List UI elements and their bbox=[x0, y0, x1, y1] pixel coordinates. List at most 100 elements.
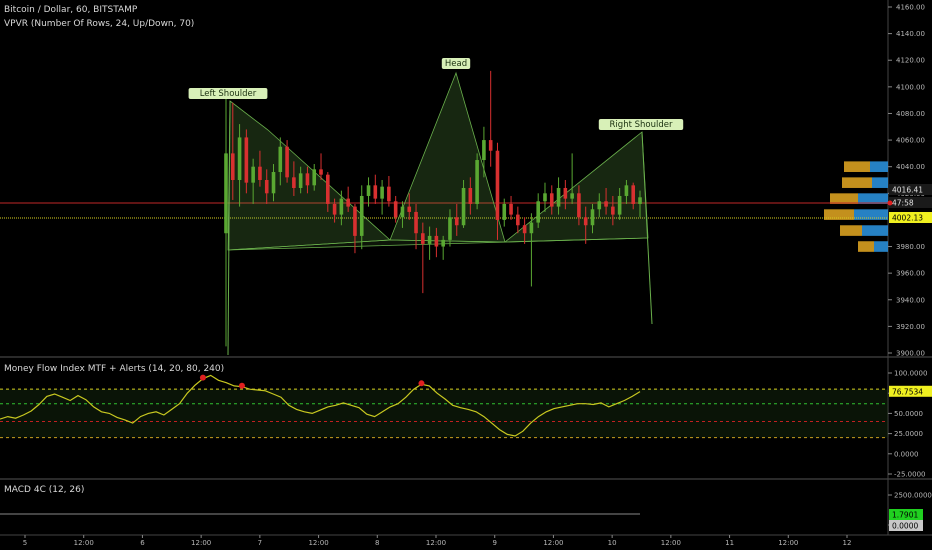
time-tick-label: 12:00 bbox=[74, 539, 94, 547]
time-tick-label: 8 bbox=[375, 539, 379, 547]
candle-body bbox=[380, 186, 384, 199]
candle-body bbox=[319, 169, 323, 175]
candle-body bbox=[522, 225, 527, 234]
mfi-title: Money Flow Index MTF + Alerts (14, 20, 8… bbox=[4, 364, 225, 374]
candle-body bbox=[488, 140, 493, 151]
candle-body bbox=[468, 187, 473, 204]
candle-body bbox=[638, 197, 642, 204]
price-tick-label: 3940.00 bbox=[896, 296, 925, 304]
volume-profile-down-bar bbox=[844, 161, 870, 172]
symbol-title: Bitcoin / Dollar, 60, BITSTAMP bbox=[4, 5, 138, 15]
price-badge-lower: 4002.13 bbox=[889, 212, 932, 223]
candle-body bbox=[597, 201, 602, 210]
mfi-current-badge: 76.7534 bbox=[889, 385, 932, 397]
candle-body bbox=[312, 169, 317, 186]
candle-body bbox=[556, 187, 561, 207]
candle-body bbox=[251, 166, 255, 183]
volume-profile-down-bar bbox=[842, 177, 872, 188]
price-badge-upper-bg bbox=[889, 184, 932, 195]
mfi-tick-label: 100.0000 bbox=[894, 370, 927, 378]
mfi-tick-label: -25.0000 bbox=[894, 471, 925, 479]
price-tick-label: 4140.00 bbox=[896, 30, 925, 38]
time-tick-label: 10 bbox=[608, 539, 617, 547]
volume-profile-down-bar bbox=[858, 241, 874, 252]
candle-body bbox=[454, 217, 459, 226]
time-tick-label: 12:00 bbox=[661, 539, 681, 547]
candle-body bbox=[258, 166, 262, 180]
price-tick-label: 3920.00 bbox=[896, 323, 925, 331]
candle-body bbox=[441, 239, 445, 247]
volume-profile-up-bar bbox=[862, 225, 888, 236]
volume-profile-down-bar bbox=[824, 209, 854, 220]
time-tick-label: 9 bbox=[492, 539, 496, 547]
volume-profile-up-bar bbox=[872, 177, 888, 188]
candle-body bbox=[421, 233, 425, 244]
candle-body bbox=[570, 193, 574, 199]
candle-body bbox=[617, 195, 622, 215]
candle-body bbox=[353, 206, 357, 236]
price-tick-label: 4040.00 bbox=[896, 163, 925, 171]
candle-body bbox=[448, 217, 452, 240]
mfi-tick-label: 25.0000 bbox=[894, 430, 923, 438]
time-tick-label: 12:00 bbox=[426, 539, 446, 547]
left-shoulder-label-text: Left Shoulder bbox=[200, 89, 257, 99]
time-tick-label: 12:00 bbox=[191, 539, 211, 547]
price-tick-label: 3960.00 bbox=[896, 270, 925, 278]
candle-body bbox=[502, 203, 507, 220]
volume-profile-up-bar bbox=[870, 161, 888, 172]
right-shoulder-label: Right Shoulder bbox=[598, 119, 684, 130]
volume-profile bbox=[824, 161, 888, 252]
volume-profile-up-bar bbox=[854, 209, 888, 220]
candle-body bbox=[604, 201, 608, 207]
candle-body bbox=[373, 185, 378, 199]
mfi-tick-label: 50.0000 bbox=[894, 410, 923, 418]
candle-body bbox=[495, 150, 500, 220]
candle-body bbox=[427, 235, 432, 244]
candle-body bbox=[393, 201, 398, 218]
candle-body bbox=[339, 198, 344, 215]
candle-body bbox=[461, 187, 466, 226]
candle-body bbox=[475, 160, 479, 204]
right-shoulder-label-text: Right Shoulder bbox=[610, 120, 673, 130]
candle-body bbox=[624, 185, 629, 196]
time-tick-label: 11 bbox=[725, 539, 734, 547]
candle-body bbox=[332, 203, 337, 215]
candle-body bbox=[359, 195, 364, 236]
candle-body bbox=[285, 146, 289, 178]
mfi-alert-marker bbox=[238, 382, 245, 389]
price-tick-label: 4160.00 bbox=[896, 4, 925, 12]
price-badge-lower-bg bbox=[889, 212, 932, 223]
head-label: Head bbox=[441, 58, 471, 69]
candle-body bbox=[549, 193, 554, 207]
mfi-current-badge-bg bbox=[889, 385, 932, 397]
candle-body bbox=[563, 187, 568, 199]
price-badge-upper: 4016.41 bbox=[889, 184, 932, 195]
candle-body bbox=[271, 172, 276, 194]
candle-body bbox=[400, 206, 405, 218]
time-tick-label: 6 bbox=[140, 539, 145, 547]
price-badge-lower-text: 4002.13 bbox=[892, 214, 923, 223]
candle-body bbox=[583, 217, 588, 226]
head-area bbox=[389, 71, 506, 243]
candle-body bbox=[631, 185, 636, 204]
price-tick-label: 4080.00 bbox=[896, 110, 925, 118]
left-shoulder-label-bg bbox=[188, 88, 268, 99]
candle-body bbox=[516, 214, 520, 226]
left-shoulder-leg bbox=[227, 100, 231, 356]
candle-body bbox=[346, 198, 350, 207]
candle-body bbox=[529, 222, 534, 234]
candle-body bbox=[292, 177, 296, 188]
candle-body bbox=[414, 211, 418, 234]
countdown-marker bbox=[887, 200, 893, 206]
macd-badge-up: 1.7901 bbox=[889, 509, 923, 520]
time-tick-label: 12 bbox=[843, 539, 852, 547]
right-shoulder-label-bg bbox=[598, 119, 684, 130]
countdown-badge: 47:58 bbox=[889, 197, 932, 208]
candle-body bbox=[326, 174, 330, 204]
candle-body bbox=[366, 185, 371, 196]
time-tick-label: 12:00 bbox=[778, 539, 798, 547]
candle-body bbox=[237, 137, 242, 180]
left-shoulder-label: Left Shoulder bbox=[188, 88, 268, 99]
candle-body bbox=[387, 186, 391, 202]
